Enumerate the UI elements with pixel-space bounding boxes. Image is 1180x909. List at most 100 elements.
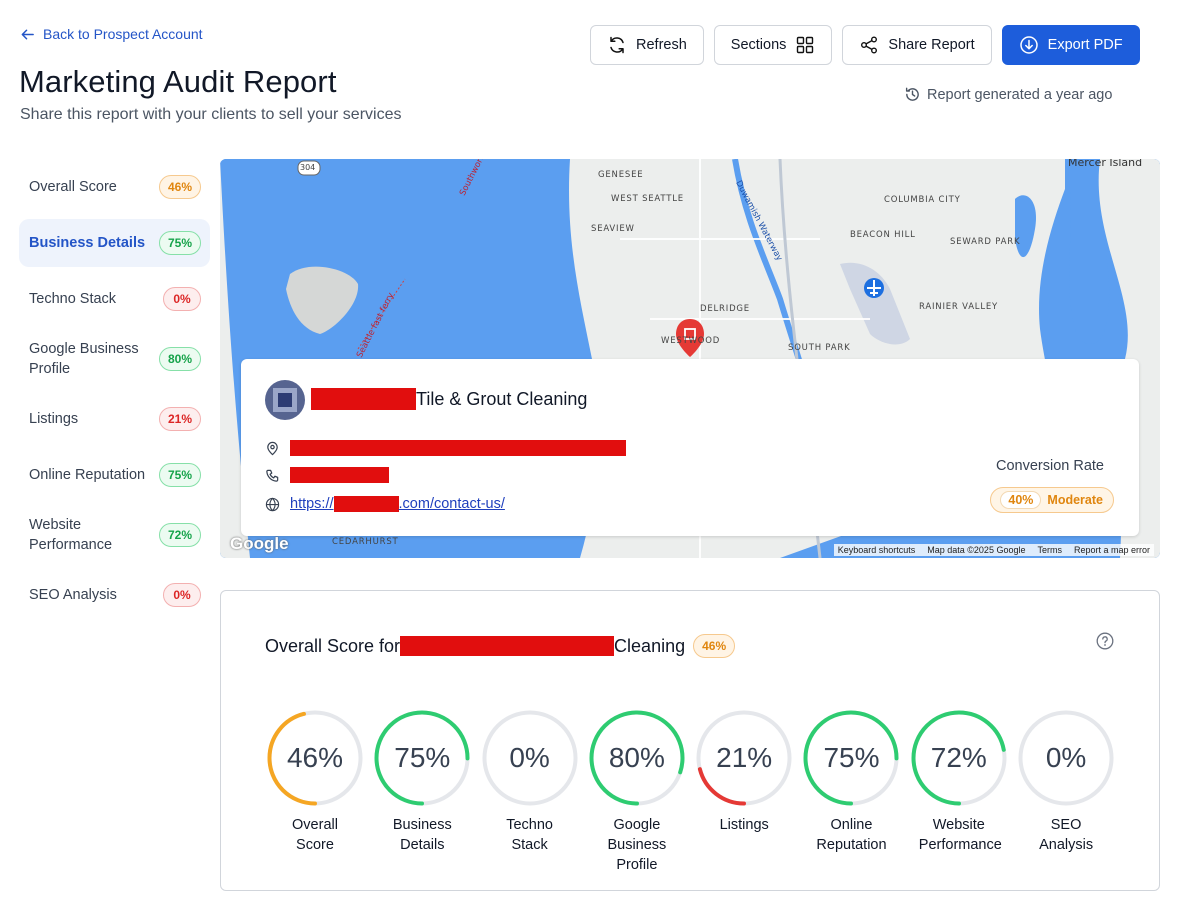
share-report-button[interactable]: Share Report [842,25,992,65]
page-title: Marketing Audit Report [19,64,337,99]
business-map[interactable]: 304 Southworth-F Seattle fast ferry Duwa… [220,159,1160,558]
gauge-ring: 0% [1016,708,1116,808]
mercer-island-label: Mercer Island [1068,159,1143,169]
toolbar: Refresh Sections Share Report Export PDF [590,25,1140,65]
score-gauge[interactable]: 46% Overall Score [265,708,365,875]
gauge-ring: 46% [265,708,365,808]
report-map-error-link[interactable]: Report a map error [1073,545,1150,555]
cedarhurst-label: CEDARHURST [332,537,399,547]
sidebar-item-google-business-profile[interactable]: Google Business Profile 80% [19,331,210,387]
score-badge: 75% [158,463,201,487]
globe-icon [265,497,280,511]
gauge-chart [482,710,578,806]
gauge-value: 0% [509,742,550,773]
sidebar-item-online-reputation[interactable]: Online Reputation 75% [19,451,210,499]
help-icon[interactable] [1096,632,1114,650]
gauge-arc [589,710,685,806]
conversion-rate-badge: 40% Moderate [990,487,1114,513]
gauge-label: Overall Score [292,817,338,853]
score-gauge[interactable]: 75% Online Reputation [801,708,901,875]
westwood-label: WESTWOOD [661,336,721,346]
conversion-rate-label: Conversion Rate [996,458,1104,474]
gauge-chart [696,710,792,806]
gauge-track [482,710,578,806]
sidebar-item-website-performance[interactable]: Website Performance 72% [19,507,210,563]
overall-score-card: Overall Score for Cleaning 46% 46% Overal… [220,590,1160,891]
share-label: Share Report [888,37,975,53]
gauge-chart [803,710,899,806]
export-pdf-button[interactable]: Export PDF [1001,25,1140,65]
gauge-ring: 0% [480,708,580,808]
page-subtitle: Share this report with your clients to s… [20,106,402,123]
website-link[interactable]: https:// .com/contact-us/ [290,496,505,512]
gauge-value: 72% [930,742,987,773]
sidebar-item-label: Techno Stack [29,291,117,307]
score-badge: 80% [158,347,201,371]
gauge-chart [374,710,470,806]
overall-title-suffix: Cleaning [614,635,686,656]
gauge-chart [267,710,363,806]
back-link[interactable]: Back to Prospect Account [20,26,203,42]
delridge-label: DELRIDGE [700,304,750,314]
redacted-business-name [400,636,615,656]
website-prefix: https:// [290,496,334,512]
score-gauge[interactable]: 0% Techno Stack [480,708,580,875]
sections-button[interactable]: Sections [713,25,833,65]
gauge-ring: 80% [587,708,687,808]
gauge-label: Listings [719,817,769,833]
redacted-address [290,440,626,456]
gauge-label: Techno Stack [506,817,553,853]
sidebar-item-overall-score[interactable]: Overall Score 46% [19,163,210,211]
business-logo [265,380,305,420]
score-gauge[interactable]: 72% Website Performance [909,708,1009,875]
refresh-icon [610,36,624,54]
sidebar-item-label: Overall Score [29,179,117,195]
score-gauges: 46% Overall Score 75% Business Details 0% Tec… [265,708,1116,875]
gauge-label: Business Details [392,817,452,853]
download-circle-icon [1019,36,1038,54]
overall-score-badge: 46% [693,634,736,658]
gauge-chart [1018,710,1114,806]
score-gauge[interactable]: 75% Business Details [372,708,472,875]
map-data-text: Map data ©2025 Google [927,545,1026,555]
website-suffix: .com/contact-us/ [398,496,505,512]
keyboard-shortcuts-link[interactable]: Keyboard shortcuts [837,545,916,555]
business-name-text: Tile & Grout Cleaning [416,388,588,409]
gauge-arc [374,710,470,806]
west-seattle-label: WEST SEATTLE [611,194,684,204]
redacted-block [311,388,416,410]
sidebar-item-seo-analysis[interactable]: SEO Analysis 0% [19,571,210,619]
beacon-hill-label: BEACON HILL [850,230,916,240]
gauge-value: 46% [286,742,344,773]
location-pin-icon [267,441,278,455]
sidebar-item-business-details[interactable]: Business Details 75% [19,219,210,267]
sidebar-item-listings[interactable]: Listings 21% [19,395,210,443]
map-footer: Keyboard shortcuts Map data ©2025 Google… [833,544,1154,556]
gauge-label: Website Performance [918,817,1002,853]
sidebar-item-techno-stack[interactable]: Techno Stack 0% [19,275,210,323]
sections-label: Sections [730,37,787,53]
gauge-arc [267,710,363,806]
seward-park-label: SEWARD PARK [950,237,1021,247]
grid-icon [797,36,814,54]
gauge-label: Online Reputation [816,817,887,853]
terms-link[interactable]: Terms [1037,545,1062,555]
gauge-ring: 75% [801,708,901,808]
score-badge: 21% [158,407,201,431]
gauge-arc [911,710,1007,806]
refresh-label: Refresh [636,37,687,53]
score-gauge[interactable]: 0% SEO Analysis [1016,708,1116,875]
score-gauge[interactable]: 80% Google Business Profile [587,708,687,875]
refresh-button[interactable]: Refresh [590,25,704,65]
gauge-chart [589,710,685,806]
redacted-phone [290,467,389,483]
sidebar-item-label: Website Performance [29,517,113,553]
business-name: Tile & Grout Cleaning [311,388,587,410]
gauge-track [1018,710,1114,806]
columbia-city-label: COLUMBIA CITY [884,195,961,205]
gauge-ring: 72% [909,708,1009,808]
share-icon [861,36,878,54]
score-gauge[interactable]: 21% Listings [694,708,794,875]
address-row [265,440,626,456]
